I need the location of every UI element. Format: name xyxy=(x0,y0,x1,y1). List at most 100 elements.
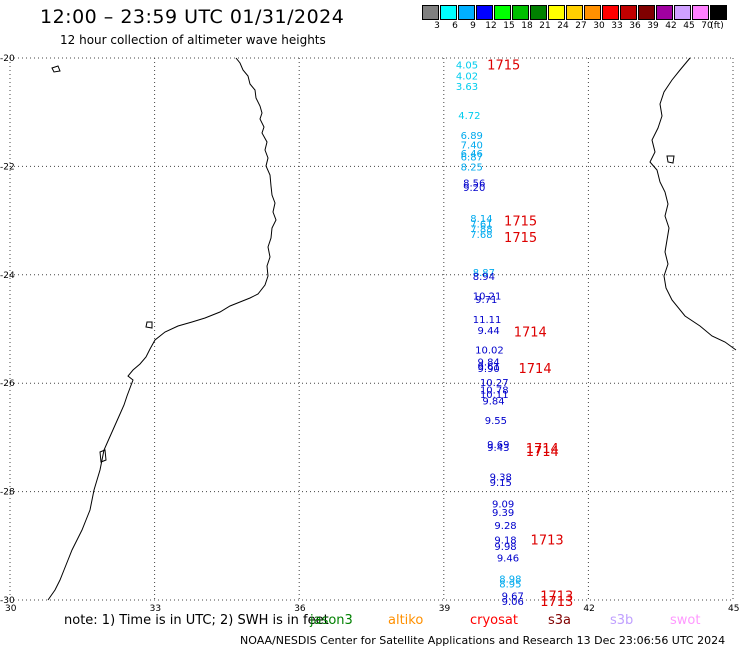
wave-height-label: 9.43 xyxy=(487,443,509,454)
wave-height-label: 3.63 xyxy=(456,82,478,93)
wave-height-label: 7.61 xyxy=(470,219,492,230)
wave-height-label: 9.06 xyxy=(502,597,524,608)
wave-height-label: 10.21 xyxy=(473,291,502,302)
wave-height-label: 8.94 xyxy=(473,272,495,283)
pass-time-label: 1713 xyxy=(540,595,573,610)
axis-labels: 30 33 36 39 42 45 -20 -22 -24 -26 -28 -30 xyxy=(0,54,739,614)
legend-swatch xyxy=(638,5,655,20)
legend-swatch xyxy=(620,5,637,20)
wave-height-label: 4.05 xyxy=(456,61,478,72)
wave-height-observations: 4.054.023.63 4.72 6.897.406.466.878.25 8.56… xyxy=(456,61,524,609)
wave-height-label: 9.69 xyxy=(487,440,509,451)
legend-label: 12 xyxy=(485,21,497,31)
island-3 xyxy=(99,449,107,463)
map-grid xyxy=(9,57,734,601)
legend-label: 42 xyxy=(665,21,677,31)
legend-swatch xyxy=(458,5,475,20)
wave-height-label: 7.40 xyxy=(461,141,483,152)
wave-height-label: 6.87 xyxy=(461,153,483,164)
legend-swatch xyxy=(512,5,529,20)
island-1 xyxy=(51,65,61,73)
satellite-label: s3b xyxy=(610,613,634,628)
wave-height-label: 9.39 xyxy=(492,508,514,519)
pass-time-label: 1714 xyxy=(526,445,559,460)
legend-swatch xyxy=(530,5,547,20)
pass-time-label: 1714 xyxy=(526,442,559,457)
wave-height-label: 8.14 xyxy=(470,214,492,225)
x-tick-label: 39 xyxy=(439,604,451,614)
legend-swatch xyxy=(674,5,691,20)
wave-height-label: 8.56 xyxy=(463,179,485,190)
satellite-label: altiko xyxy=(388,613,424,628)
legend-label: 27 xyxy=(575,21,587,31)
legend-swatch xyxy=(656,5,673,20)
y-tick-label: -24 xyxy=(0,271,15,281)
wave-height-label: 9.15 xyxy=(490,478,512,489)
wave-height-label: 9.38 xyxy=(490,472,512,483)
pass-time-label: 1713 xyxy=(540,590,573,605)
y-tick-label: -30 xyxy=(0,596,15,606)
wave-height-label: 6.89 xyxy=(461,131,483,142)
wave-height-label: 9.84 xyxy=(478,358,500,369)
wave-height-label: 7.88 xyxy=(470,225,492,236)
wave-height-label: 9.46 xyxy=(497,554,519,565)
wave-height-label: 8.87 xyxy=(473,268,495,279)
wave-height-label: 9.55 xyxy=(485,416,507,427)
wave-height-label: 9.28 xyxy=(494,521,516,532)
legend-swatch xyxy=(566,5,583,20)
legend-swatch xyxy=(692,5,709,20)
y-tick-label: -22 xyxy=(0,162,15,172)
x-tick-label: 45 xyxy=(728,604,739,614)
legend-label: 36 xyxy=(629,21,641,31)
y-tick-label: -26 xyxy=(0,379,15,389)
wave-height-label: 10.02 xyxy=(475,346,504,357)
wave-height-label: 9.71 xyxy=(475,295,497,306)
wave-height-label: 6.46 xyxy=(461,149,483,160)
pass-time-label: 1715 xyxy=(504,231,537,246)
legend-swatch xyxy=(476,5,493,20)
legend-label: 3 xyxy=(434,21,440,31)
x-tick-label: 33 xyxy=(150,604,161,614)
wave-height-label: 9.84 xyxy=(482,397,504,408)
wave-height-label: 10.27 xyxy=(480,378,509,389)
wave-height-label: 9.18 xyxy=(494,535,516,546)
wave-height-label: 9.09 xyxy=(492,500,514,511)
island-4 xyxy=(666,155,675,164)
pass-time-label: 1715 xyxy=(487,59,520,74)
x-tick-label: 42 xyxy=(583,604,594,614)
footer-credit: NOAA/NESDIS Center for Satellite Applica… xyxy=(240,634,726,647)
satellite-label: jason3 xyxy=(310,613,353,628)
legend-label: 9 xyxy=(470,21,476,31)
legend-label: 15 xyxy=(503,21,515,31)
legend-swatch xyxy=(440,5,457,20)
satellite-label: s3a xyxy=(548,613,572,628)
legend-label: 33 xyxy=(611,21,623,31)
legend-swatch xyxy=(548,5,565,20)
satellite-label: cryosat xyxy=(470,613,518,628)
page-title: 12:00 – 23:59 UTC 01/31/2024 xyxy=(40,6,345,28)
wave-height-label: 9.67 xyxy=(502,592,524,603)
legend-swatch xyxy=(584,5,601,20)
wave-height-label: 4.72 xyxy=(458,111,480,122)
wave-height-label: 9.90 xyxy=(478,364,500,375)
legend-label: 6 xyxy=(452,21,458,31)
wave-height-label: 7.68 xyxy=(470,230,492,241)
african-coastline xyxy=(47,57,277,601)
legend-label: 24 xyxy=(557,21,569,31)
coastline xyxy=(47,57,737,601)
y-tick-label: -28 xyxy=(0,488,15,498)
legend-swatch xyxy=(602,5,619,20)
pass-time-label: 1714 xyxy=(514,326,547,341)
legend-swatch xyxy=(710,5,727,20)
wave-height-label: 9.44 xyxy=(478,326,500,337)
footer-note: note: 1) Time is in UTC; 2) SWH is in fe… xyxy=(64,613,329,628)
pass-time-label: 1714 xyxy=(519,362,552,377)
legend-label: (ft) xyxy=(710,21,724,31)
y-tick-label: -20 xyxy=(0,54,15,64)
legend-label: 18 xyxy=(521,21,533,31)
legend-swatch xyxy=(422,5,439,20)
legend-label: 45 xyxy=(683,21,695,31)
pass-time-label: 1715 xyxy=(504,215,537,230)
